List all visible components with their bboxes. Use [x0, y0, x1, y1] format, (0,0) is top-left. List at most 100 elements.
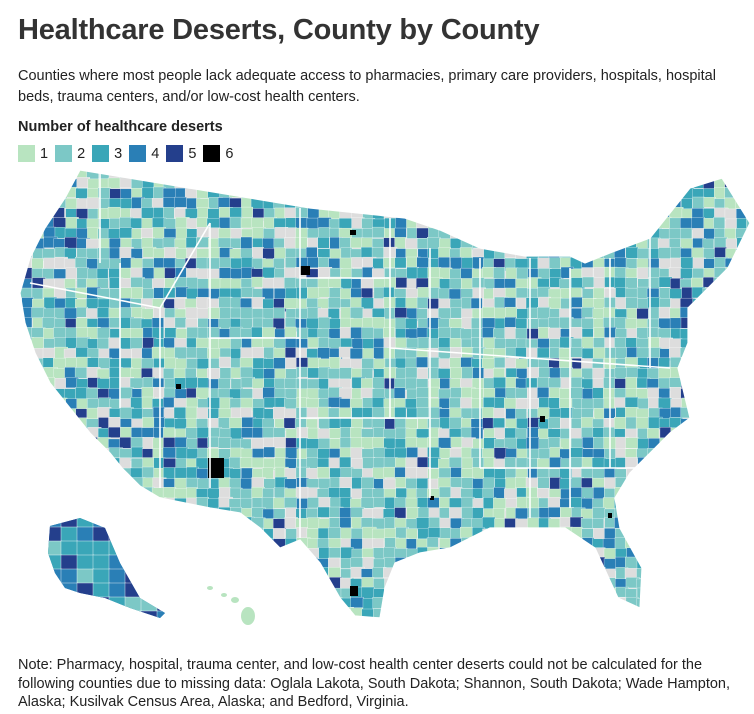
county-cell — [669, 568, 682, 582]
county-cell — [516, 308, 530, 319]
county-cell — [218, 619, 231, 631]
county-cell — [109, 188, 123, 200]
alaska-county-cell — [140, 526, 159, 543]
county-cell — [96, 278, 109, 289]
county-cell — [42, 417, 57, 431]
county-cell — [75, 468, 90, 480]
county-cell — [690, 328, 703, 341]
county-cell — [648, 588, 661, 602]
county-cell — [526, 198, 541, 211]
county-cell — [54, 177, 69, 189]
county-cell — [592, 607, 607, 618]
county-cell — [604, 347, 618, 359]
county-cell — [372, 177, 384, 189]
county-cell — [54, 227, 67, 239]
county-cell — [119, 538, 132, 552]
county-cell — [637, 487, 652, 499]
county-cell — [207, 397, 220, 409]
county-cell — [494, 187, 509, 198]
county-cell — [493, 536, 506, 550]
county-cell — [30, 467, 44, 481]
county-cell — [460, 526, 473, 539]
county-cell — [494, 357, 506, 368]
county-cell — [229, 548, 244, 560]
county-cell — [494, 619, 508, 629]
county-cell — [131, 497, 145, 511]
county-cell — [153, 527, 168, 538]
county-cell — [679, 328, 693, 340]
county-cell — [712, 538, 726, 549]
county-cell — [53, 458, 66, 470]
county-cell — [31, 537, 45, 549]
county-cell — [142, 288, 155, 300]
county-cell — [20, 548, 23, 560]
county-cell — [692, 578, 707, 590]
county-cell — [96, 268, 109, 280]
county-cell — [87, 178, 100, 190]
county-cell — [713, 578, 726, 591]
county-cell — [537, 187, 551, 198]
county-cell — [492, 417, 505, 430]
county-cell — [120, 498, 135, 512]
county-cell — [405, 367, 420, 379]
county-cell — [284, 478, 297, 490]
county-cell — [31, 547, 44, 560]
county-cell — [472, 537, 485, 551]
county-cell — [549, 187, 563, 201]
county-cell — [735, 307, 749, 319]
county-cell — [32, 207, 45, 221]
county-cell — [20, 597, 23, 609]
county-cell — [151, 567, 165, 580]
county-cell — [494, 307, 506, 319]
county-cell — [659, 468, 673, 480]
county-cell — [614, 457, 627, 469]
county-cell — [97, 327, 110, 340]
county-cell — [306, 528, 319, 539]
county-cell — [295, 486, 309, 499]
county-cell — [438, 347, 452, 360]
county-cell — [97, 307, 111, 318]
county-cell — [283, 417, 297, 429]
county-cell — [228, 456, 242, 469]
county-cell — [735, 498, 749, 511]
county-cell — [120, 518, 134, 531]
county-cell — [284, 188, 298, 201]
county-cell — [317, 466, 330, 479]
county-cell — [21, 348, 35, 360]
county-cell — [141, 170, 155, 179]
county-cell — [548, 247, 560, 259]
county-cell — [514, 558, 529, 572]
county-cell — [735, 177, 750, 189]
county-cell — [703, 518, 715, 530]
county-cell — [438, 207, 453, 219]
county-cell — [581, 177, 594, 189]
county-cell — [294, 237, 308, 250]
alaska-county-cell — [124, 582, 143, 599]
county-cell — [460, 217, 473, 230]
county-cell — [406, 557, 420, 569]
county-cell — [527, 217, 540, 230]
county-cell — [20, 498, 33, 512]
county-cell — [725, 368, 737, 380]
legend-item-4: 4 — [129, 145, 159, 162]
county-cell — [537, 377, 551, 389]
county-cell — [394, 170, 410, 181]
county-cell — [295, 207, 309, 218]
county-cell-six-deserts — [608, 513, 612, 518]
county-cell — [483, 217, 497, 231]
county-cell — [195, 257, 209, 270]
county-cell — [635, 548, 648, 561]
county-cell — [151, 346, 166, 361]
county-cell — [593, 228, 607, 242]
alaska-county-cell — [92, 540, 111, 557]
county-cell — [581, 336, 594, 349]
county-cell — [747, 588, 750, 600]
county-cell — [504, 608, 517, 618]
county-cell — [318, 257, 331, 269]
county-cell — [681, 438, 693, 450]
county-cell — [725, 567, 738, 580]
county-cell — [549, 568, 562, 581]
county-cell — [515, 237, 530, 251]
county-cell — [173, 407, 188, 420]
county-cell — [692, 337, 707, 348]
